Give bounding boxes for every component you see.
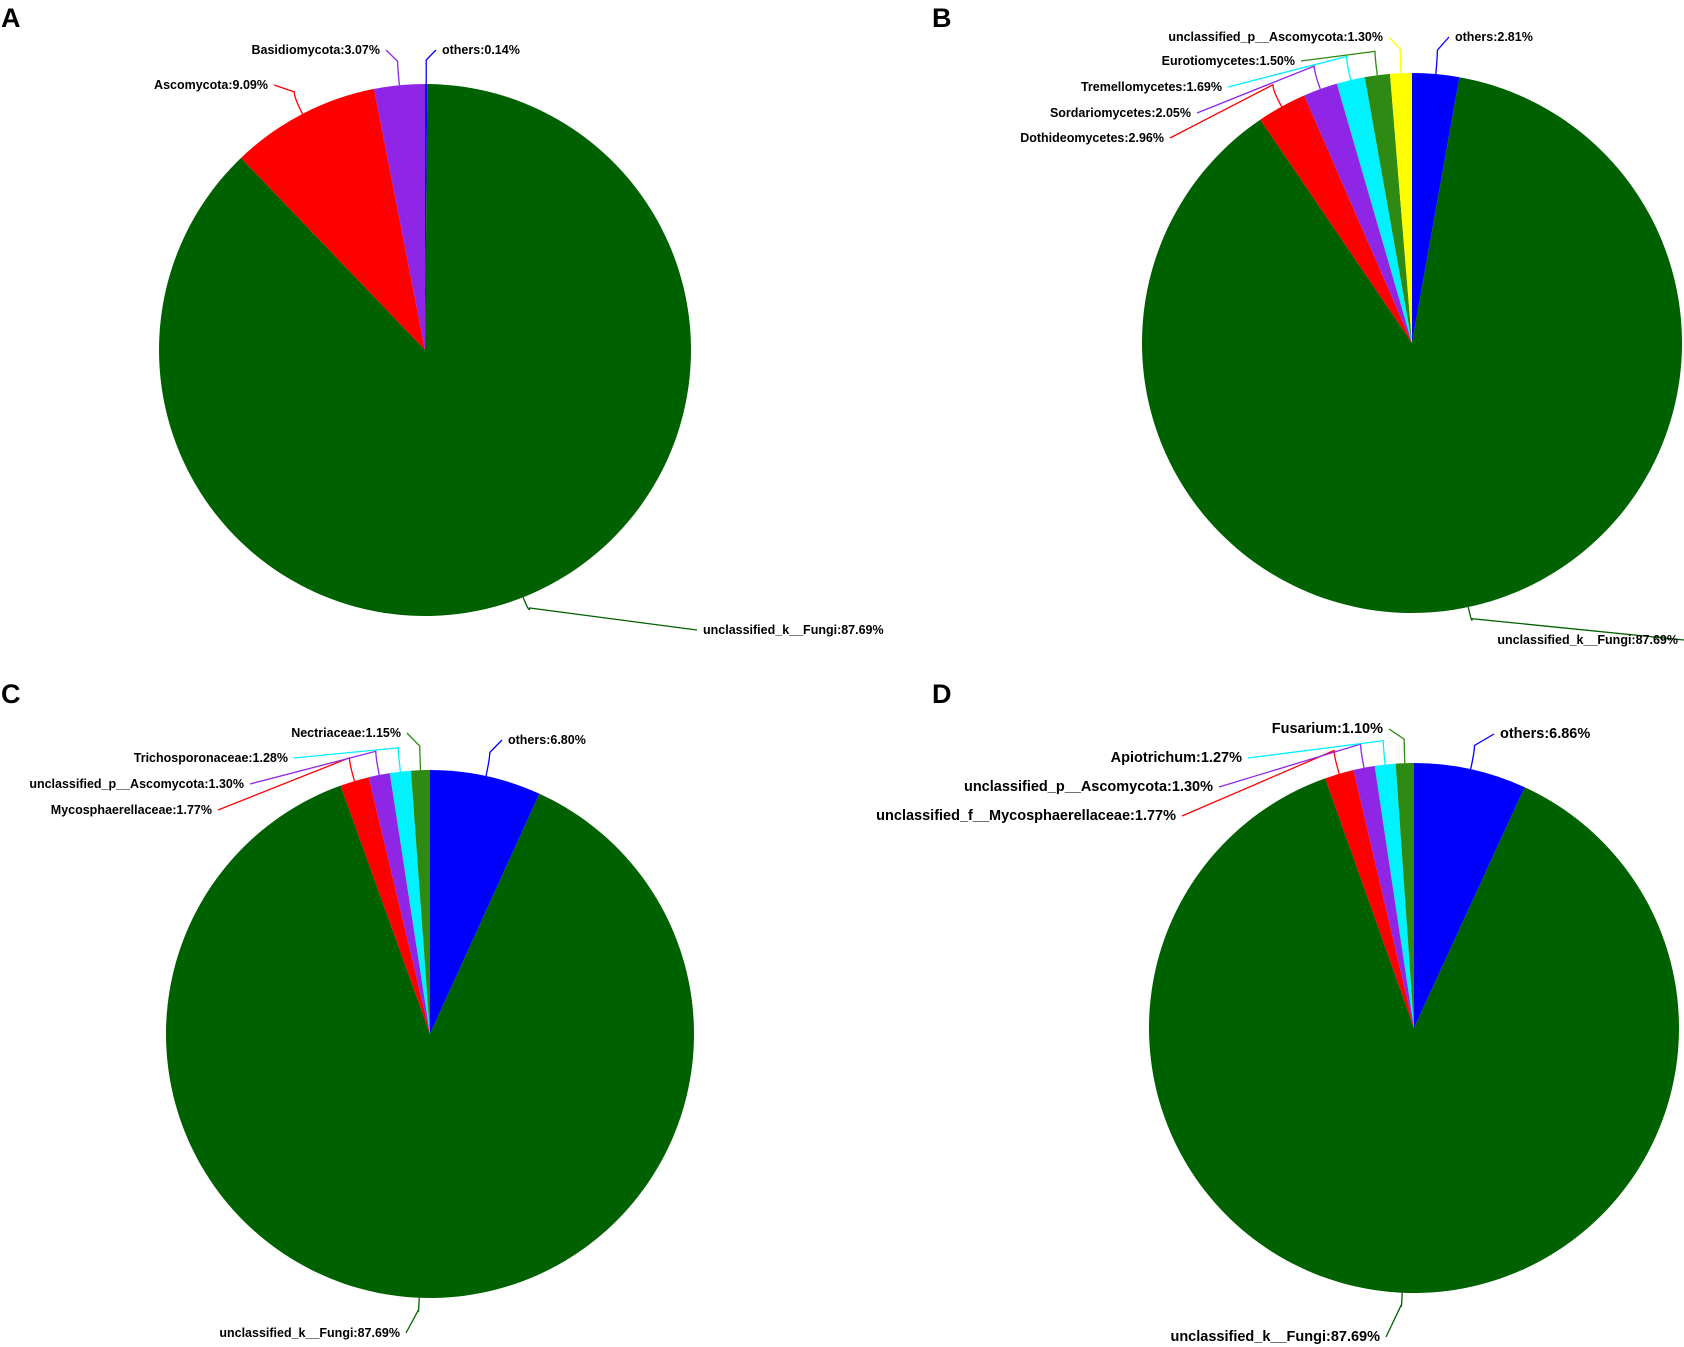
slice-label-a-1: unclassified_k__Fungi:87.69%	[703, 623, 884, 637]
leader-line-c-0	[485, 739, 503, 777]
slice-label-b-1: unclassified_k__Fungi:87.69%	[1497, 633, 1678, 647]
pie-panel-b: others:2.81% unclassified_k__Fungi:87.69%…	[1020, 30, 1684, 647]
pie-slice-c-2	[340, 777, 430, 1034]
pie-slice-b-2	[1260, 95, 1412, 343]
slice-label-d-2: unclassified_f__Mycosphaerellaceae:1.77%	[876, 808, 1176, 824]
pie-slice-b-5	[1364, 73, 1412, 344]
pie-slice-a-0	[425, 84, 428, 350]
panel-letter-a: A	[1, 3, 21, 33]
slice-label-b-4: Tremellomycetes:1.69%	[1081, 80, 1222, 94]
leader-line-c-3	[249, 750, 380, 785]
pie-slice-a-1	[159, 84, 692, 616]
slice-label-c-5: Nectriaceae:1.15%	[291, 726, 401, 740]
pie-slice-c-5	[410, 770, 430, 1034]
slice-label-c-4: Trichosporonaceae:1.28%	[134, 751, 288, 765]
slice-label-a-0: others:0.14%	[442, 43, 520, 57]
slice-label-a-2: Ascomycota:9.09%	[154, 78, 268, 92]
leader-line-a-0	[425, 49, 437, 84]
pie-slice-b-6	[1389, 73, 1412, 343]
slice-label-c-0: others:6.80%	[508, 733, 586, 747]
leader-line-c-4	[293, 747, 402, 772]
pie-slice-b-3	[1304, 83, 1412, 344]
panel-letter-b: B	[932, 3, 952, 33]
pie-panel-c: others:6.80% unclassified_k__Fungi:87.69%…	[29, 726, 694, 1340]
panel-letter-d: D	[932, 679, 952, 709]
leader-line-c-5	[406, 732, 422, 771]
pie-slice-a-2	[240, 88, 425, 351]
pie-slice-d-4	[1374, 763, 1414, 1028]
slice-label-d-1: unclassified_k__Fungi:87.69%	[1170, 1329, 1380, 1345]
leader-line-b-3	[1196, 65, 1321, 114]
slice-label-d-0: others:6.86%	[1500, 726, 1590, 742]
pie-slice-d-5	[1395, 763, 1414, 1028]
pie-slice-c-0	[430, 770, 540, 1034]
leader-line-a-2	[273, 84, 304, 115]
leader-line-a-3	[385, 49, 401, 86]
slice-label-d-3: unclassified_p__Ascomycota:1.30%	[964, 779, 1213, 795]
leader-line-b-0	[1435, 36, 1450, 75]
pie-slice-d-1	[1149, 778, 1680, 1293]
pie-slice-d-0	[1414, 763, 1525, 1028]
slice-label-b-3: Sordariomycetes:2.05%	[1050, 106, 1191, 120]
pie-slice-c-1	[165, 785, 694, 1298]
pie-slice-b-0	[1412, 73, 1460, 343]
pie-slice-b-1	[1142, 77, 1683, 614]
slice-label-b-2: Dothideomycetes:2.96%	[1020, 131, 1164, 145]
leader-line-d-1	[1385, 1292, 1403, 1338]
slice-label-b-5: Eurotiomycetes:1.50%	[1162, 54, 1295, 68]
slice-label-c-2: Mycosphaerellaceae:1.77%	[51, 803, 212, 817]
leader-line-c-1	[405, 1297, 420, 1334]
slice-label-b-0: others:2.81%	[1455, 30, 1533, 44]
slice-label-d-5: Fusarium:1.10%	[1272, 721, 1383, 737]
leader-line-d-2	[1181, 749, 1340, 817]
leader-line-b-6	[1388, 36, 1402, 74]
pie-slice-a-3	[374, 84, 425, 350]
slice-label-d-4: Apiotrichum:1.27%	[1111, 750, 1242, 766]
pie-slice-d-3	[1353, 765, 1414, 1028]
pie-panel-a: others:0.14% unclassified_k__Fungi:87.69%…	[154, 43, 884, 637]
leader-line-a-1	[522, 597, 698, 631]
pie-slice-b-4	[1336, 77, 1412, 344]
leader-line-d-5	[1388, 728, 1406, 764]
leader-line-b-4	[1227, 55, 1352, 88]
leader-line-b-5	[1300, 50, 1378, 76]
pie-panel-d: others:6.86% unclassified_k__Fungi:87.69%…	[876, 721, 1680, 1345]
leader-line-b-2	[1169, 83, 1283, 139]
pie-slice-c-3	[368, 773, 430, 1034]
leader-line-d-0	[1470, 733, 1495, 770]
pie-slice-c-4	[389, 770, 430, 1034]
slice-label-c-1: unclassified_k__Fungi:87.69%	[219, 1326, 400, 1340]
leader-line-b-1	[1467, 606, 1684, 641]
slice-label-a-3: Basidiomycota:3.07%	[251, 43, 380, 57]
leader-line-d-4	[1247, 739, 1386, 765]
panel-letter-c: C	[1, 679, 21, 709]
slice-label-c-3: unclassified_p__Ascomycota:1.30%	[29, 777, 244, 791]
slice-label-b-6: unclassified_p__Ascomycota:1.30%	[1168, 30, 1383, 44]
pie-slice-d-2	[1325, 770, 1414, 1028]
